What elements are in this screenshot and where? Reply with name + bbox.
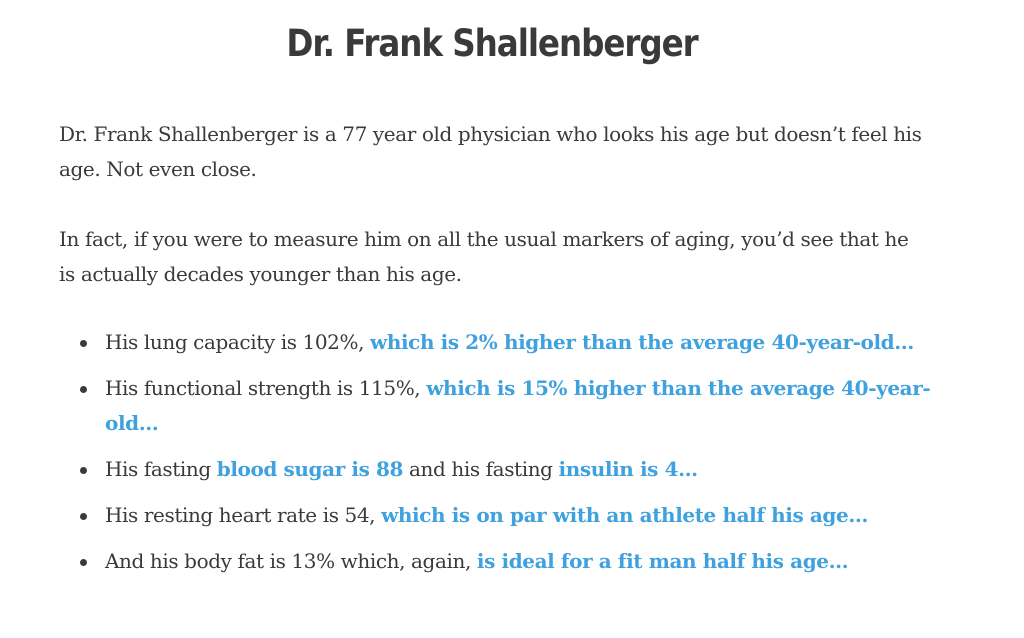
fact-text: And his body fat is 13% which, again, xyxy=(105,549,477,573)
health-facts-list: His lung capacity is 102%, which is 2% h… xyxy=(59,325,965,590)
fact-text: and his fasting xyxy=(403,457,559,481)
page-title: Dr. Frank Shallenberger xyxy=(59,22,925,65)
fact-text: His functional strength is 115%, xyxy=(105,376,426,400)
fact-highlight-blood-sugar: blood sugar is 88 xyxy=(217,457,403,481)
fact-text: His fasting xyxy=(105,457,217,481)
fact-text: His lung capacity is 102%, xyxy=(105,330,370,354)
list-item-blood-sugar: His fasting blood sugar is 88 and his fa… xyxy=(105,452,965,487)
list-item-lung-capacity: His lung capacity is 102%, which is 2% h… xyxy=(105,325,965,360)
list-item-functional-strength: His functional strength is 115%, which i… xyxy=(105,371,965,441)
markers-paragraph: In fact, if you were to measure him on a… xyxy=(59,222,929,292)
fact-highlight: is ideal for a fit man half his age… xyxy=(477,549,848,573)
list-item-body-fat: And his body fat is 13% which, again, is… xyxy=(105,544,965,579)
fact-highlight: which is on par with an athlete half his… xyxy=(381,503,868,527)
fact-text: His resting heart rate is 54, xyxy=(105,503,381,527)
intro-paragraph: Dr. Frank Shallenberger is a 77 year old… xyxy=(59,117,929,187)
list-item-heart-rate: His resting heart rate is 54, which is o… xyxy=(105,498,965,533)
fact-highlight: which is 2% higher than the average 40-y… xyxy=(370,330,914,354)
fact-highlight-insulin: insulin is 4… xyxy=(559,457,698,481)
